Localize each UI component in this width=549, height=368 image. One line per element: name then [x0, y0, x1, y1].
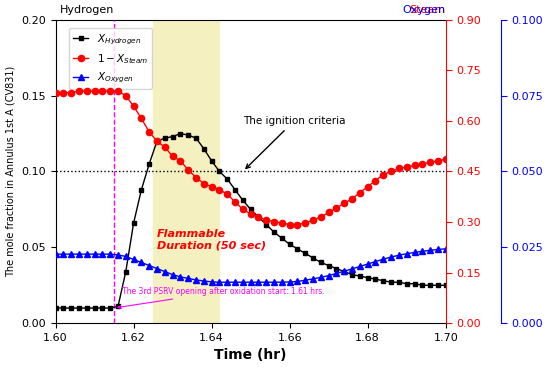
Text: Hydrogen: Hydrogen — [59, 5, 114, 15]
$X_{Hydrogen}$ — [442, 283, 449, 287]
$1-X_{Steam}$ — [326, 210, 332, 215]
Y-axis label: The mole fraction in Annulus 1st A (CV831): The mole fraction in Annulus 1st A (CV83… — [5, 66, 15, 277]
$X_{Hydrogen}$ — [185, 133, 192, 137]
$1-X_{Steam}$ — [349, 197, 355, 201]
$X_{Oxygen}$ — [138, 260, 145, 265]
Text: Oxygen: Oxygen — [402, 5, 446, 15]
$X_{Oxygen}$ — [442, 247, 449, 251]
$X_{Hydrogen}$ — [177, 131, 184, 136]
$X_{Oxygen}$ — [177, 275, 184, 279]
$1-X_{Steam}$ — [177, 159, 184, 163]
Line: $1-X_{Steam}$: $1-X_{Steam}$ — [53, 88, 449, 228]
$1-X_{Steam}$ — [287, 222, 293, 227]
Text: Steam: Steam — [410, 5, 446, 15]
Bar — [153, 20, 220, 323]
$X_{Hydrogen}$ — [52, 306, 59, 310]
$X_{Oxygen}$ — [435, 247, 441, 252]
$1-X_{Steam}$ — [435, 159, 441, 163]
$X_{Oxygen}$ — [216, 280, 223, 284]
$1-X_{Steam}$ — [52, 91, 59, 95]
$X_{Oxygen}$ — [169, 272, 176, 277]
$X_{Hydrogen}$ — [435, 283, 441, 287]
Text: The ignition criteria: The ignition criteria — [243, 116, 345, 169]
$X_{Hydrogen}$ — [138, 187, 145, 192]
$1-X_{Steam}$ — [185, 168, 192, 172]
Line: $X_{Oxygen}$: $X_{Oxygen}$ — [53, 246, 449, 285]
Text: The 3rd PSRV opening after oxidation start: 1.61 hrs.: The 3rd PSRV opening after oxidation sta… — [118, 287, 324, 308]
Line: $X_{Hydrogen}$: $X_{Hydrogen}$ — [53, 131, 448, 311]
$X_{Hydrogen}$ — [341, 269, 348, 274]
$X_{Hydrogen}$ — [169, 134, 176, 139]
$X_{Hydrogen}$ — [317, 260, 324, 265]
$1-X_{Steam}$ — [146, 130, 153, 134]
X-axis label: Time (hr): Time (hr) — [215, 348, 287, 362]
$X_{Oxygen}$ — [341, 269, 348, 273]
$X_{Oxygen}$ — [52, 252, 59, 256]
$1-X_{Steam}$ — [442, 157, 449, 162]
Legend: $X_{Hydrogen}$, $1-X_{Steam}$, $X_{Oxygen}$: $X_{Hydrogen}$, $1-X_{Steam}$, $X_{Oxyge… — [69, 28, 152, 89]
Text: Flammable
Duration (50 sec): Flammable Duration (50 sec) — [157, 229, 266, 251]
$X_{Oxygen}$ — [317, 275, 324, 280]
$1-X_{Steam}$ — [76, 89, 82, 93]
